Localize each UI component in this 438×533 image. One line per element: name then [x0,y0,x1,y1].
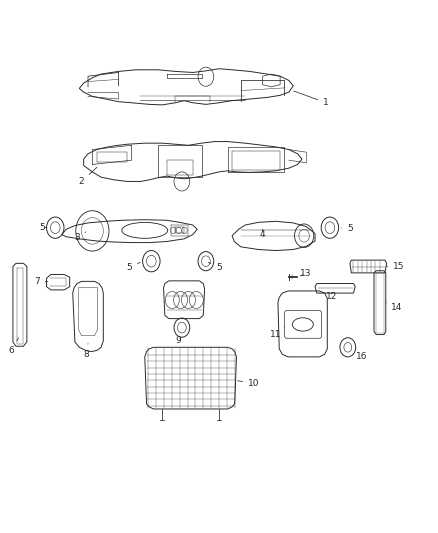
Text: 5: 5 [208,262,222,272]
Text: 5: 5 [127,262,140,272]
Text: 14: 14 [386,303,403,312]
Text: 12: 12 [326,292,337,301]
Text: 5: 5 [39,223,47,232]
Text: 13: 13 [300,269,311,278]
Text: 9: 9 [176,336,181,345]
Text: 3: 3 [74,232,86,243]
Text: 8: 8 [84,344,90,359]
Text: 5: 5 [341,224,353,233]
Text: 15: 15 [387,262,405,271]
Text: 2: 2 [79,167,97,186]
Text: 16: 16 [355,350,367,361]
Text: 6: 6 [8,338,18,355]
Text: 4: 4 [260,229,265,239]
Text: 1: 1 [293,91,329,107]
Text: 10: 10 [237,379,260,388]
Text: 11: 11 [270,328,285,339]
Text: 7: 7 [34,277,48,286]
